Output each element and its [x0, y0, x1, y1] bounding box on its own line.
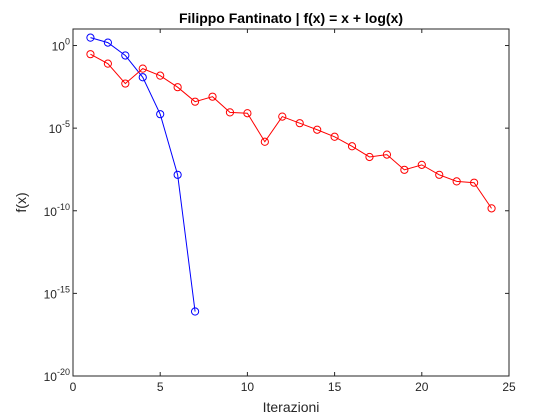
- x-tick-label: 0: [70, 380, 77, 394]
- y-tick-label: 100: [52, 37, 70, 54]
- series-2-marker: [313, 125, 322, 134]
- axes-box: [72, 28, 510, 377]
- chart-title: Filippo Fantinato | f(x) = x + log(x): [179, 10, 403, 26]
- series-2-marker: [225, 108, 235, 117]
- series-2-marker: [330, 132, 339, 141]
- series-1-marker: [156, 110, 165, 119]
- series-2-marker: [156, 71, 165, 80]
- series-1-marker: [138, 73, 147, 82]
- plot-marks: 0 5 10 15 20 25 100 10-5 10-10 10-15 10-20: [44, 28, 516, 394]
- series-2-marker: [86, 50, 95, 59]
- x-tick-label: 10: [241, 380, 255, 394]
- series-2-marker: [278, 112, 287, 121]
- series-1-marker: [173, 170, 182, 179]
- series-2-marker: [190, 97, 200, 106]
- series-2-marker: [452, 177, 461, 186]
- series-1-marker: [190, 307, 200, 316]
- series-1-line: [90, 37, 196, 312]
- series-2-marker: [121, 79, 130, 88]
- series-2-marker: [487, 204, 496, 213]
- series-2-marker: [260, 137, 269, 146]
- series-2-marker: [347, 142, 357, 151]
- y-tick-label: 10-5: [49, 119, 70, 136]
- series-2-marker: [295, 119, 304, 128]
- series-2-marker: [173, 83, 182, 92]
- x-tick-label: 25: [502, 380, 516, 394]
- x-tick-label: 5: [157, 380, 164, 394]
- y-axis-label: f(x): [13, 192, 29, 212]
- x-axis-label: Iterazioni: [263, 399, 320, 415]
- plot-area: [73, 29, 509, 376]
- y-tick-label: 10-20: [44, 367, 70, 384]
- series-2-marker: [470, 178, 479, 187]
- series-2-marker: [138, 64, 147, 73]
- series-2-marker: [208, 92, 217, 101]
- y-tick-label: 10-15: [44, 284, 70, 301]
- y-tick-label: 10-10: [44, 202, 70, 219]
- series-2-marker: [400, 165, 409, 174]
- series-2-marker: [417, 160, 426, 169]
- series-1-marker: [103, 38, 112, 47]
- series-2-marker: [243, 109, 252, 118]
- series-2-marker: [103, 59, 112, 68]
- series-2-marker: [435, 170, 444, 179]
- series-2-marker: [382, 150, 392, 159]
- series-2-marker: [365, 152, 374, 162]
- series-1-marker: [121, 51, 130, 60]
- series-1-marker: [86, 33, 95, 42]
- x-tick-label: 20: [415, 380, 429, 394]
- x-tick-label: 15: [328, 380, 342, 394]
